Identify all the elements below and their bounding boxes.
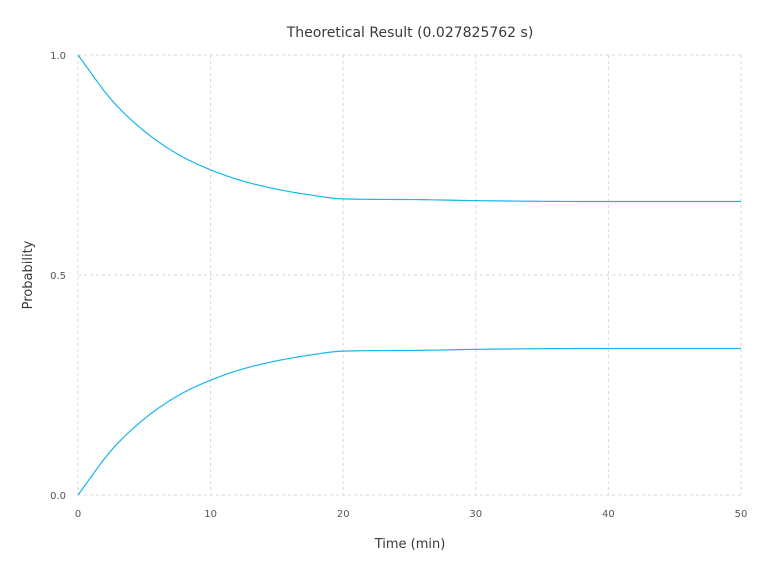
tick-labels: 0 10 20 30 40 50 0.0 0.5 1.0 bbox=[50, 51, 747, 520]
y-tick-label: 1.0 bbox=[50, 51, 66, 62]
grid bbox=[77, 54, 742, 496]
x-tick-label: 50 bbox=[735, 509, 748, 520]
series-line-1 bbox=[77, 54, 741, 203]
x-tick-label: 20 bbox=[337, 509, 350, 520]
x-tick-label: 30 bbox=[469, 509, 482, 520]
x-tick-label: 40 bbox=[602, 509, 615, 520]
y-tick-label: 0.5 bbox=[50, 271, 66, 282]
series-line-2 bbox=[77, 347, 741, 496]
chart-title: Theoretical Result (0.027825762 s) bbox=[286, 25, 534, 41]
y-tick-label: 0.0 bbox=[50, 491, 66, 502]
x-axis-label: Time (min) bbox=[374, 537, 446, 552]
x-tick-label: 10 bbox=[204, 509, 217, 520]
y-axis-label: Probability bbox=[21, 240, 36, 309]
series-lines bbox=[77, 54, 741, 496]
x-tick-label: 0 bbox=[75, 509, 81, 520]
